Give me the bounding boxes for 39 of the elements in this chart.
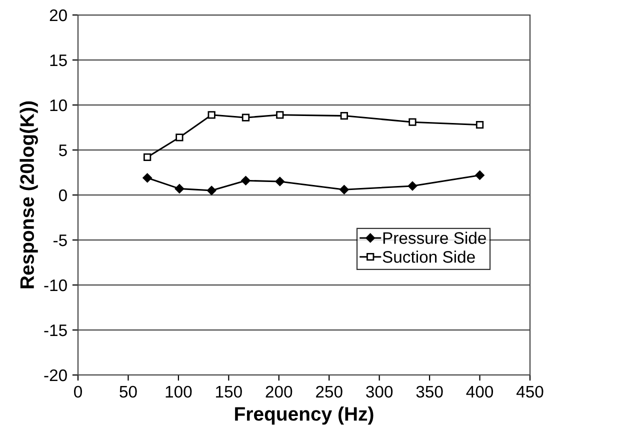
point xyxy=(276,111,284,119)
y-axis-title: Response (20log(K)) xyxy=(20,101,38,288)
y-tick-label: 0 xyxy=(58,189,67,202)
x-tick-label: 450 xyxy=(516,386,544,398)
point xyxy=(408,118,416,126)
x-tick-label: 100 xyxy=(166,386,192,398)
point xyxy=(241,176,250,186)
point xyxy=(475,170,484,180)
point xyxy=(340,112,348,120)
y-tick-label: -15 xyxy=(44,324,67,336)
point xyxy=(476,120,484,129)
x-tick-label: 350 xyxy=(416,386,443,398)
x-tick-label: 150 xyxy=(216,386,242,398)
point xyxy=(208,111,216,119)
x-tick-label: 300 xyxy=(366,386,393,398)
x-tick-label: 400 xyxy=(466,386,494,398)
x-tick-label: 50 xyxy=(120,386,137,398)
point xyxy=(242,114,250,122)
x-tick-label: 200 xyxy=(266,386,292,398)
x-tick-label: 0 xyxy=(74,386,82,398)
point xyxy=(340,184,349,194)
x-tick-label: 250 xyxy=(316,386,342,398)
y-tick-label: -10 xyxy=(44,279,67,292)
legend-label: Pressure Side xyxy=(383,232,486,244)
point xyxy=(275,176,285,186)
y-tick-label: 15 xyxy=(50,54,67,66)
point xyxy=(174,184,184,194)
point xyxy=(206,186,216,196)
legend-label: Suction Side xyxy=(382,250,475,263)
y-tick-label: 10 xyxy=(50,99,67,112)
point xyxy=(143,153,152,162)
y-tick-label: -20 xyxy=(44,369,67,382)
y-tick-label: 5 xyxy=(58,144,67,156)
y-tick-label: -5 xyxy=(54,234,67,246)
point xyxy=(176,134,184,142)
point xyxy=(142,173,152,183)
y-tick-label: 20 xyxy=(50,9,67,22)
point xyxy=(408,181,418,191)
x-axis-title: Frequency (Hz) xyxy=(235,406,374,425)
